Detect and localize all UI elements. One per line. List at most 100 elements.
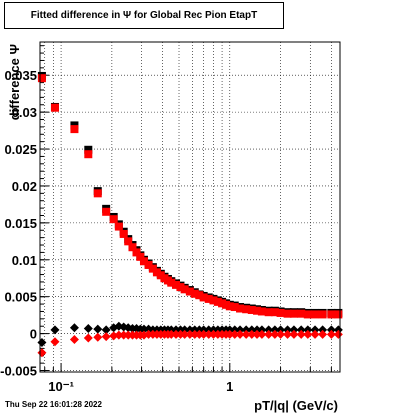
plot-frame — [39, 41, 341, 373]
data-points — [37, 71, 343, 358]
data-point-square — [230, 303, 239, 312]
data-point-diamond — [310, 329, 320, 339]
data-point-square — [139, 257, 148, 266]
data-point-diamond — [204, 329, 214, 339]
data-point-square — [119, 229, 128, 238]
y-tick-label: 0.01 — [12, 253, 37, 268]
data-point-diamond — [50, 325, 60, 335]
y-axis-label: difference Ψ — [7, 44, 22, 120]
data-point-square — [185, 287, 194, 296]
data-point-diamond — [283, 329, 293, 339]
data-point-diamond — [264, 329, 274, 339]
data-point-diamond — [270, 329, 280, 339]
data-point-diamond — [83, 333, 93, 343]
data-point-square — [84, 145, 93, 154]
data-point-diamond — [101, 325, 111, 335]
y-tick-label: 0 — [30, 327, 37, 342]
data-point-diamond — [93, 324, 103, 334]
data-point-diamond — [247, 329, 257, 339]
data-point-square — [176, 283, 185, 292]
data-point-diamond — [199, 329, 209, 339]
data-point-square — [334, 310, 343, 319]
data-point-diamond — [289, 329, 299, 339]
data-point-diamond — [318, 329, 328, 339]
data-point-diamond — [230, 329, 240, 339]
data-point-diamond — [101, 332, 111, 342]
x-tick-label: 10⁻¹ — [48, 379, 74, 394]
data-point-diamond — [119, 330, 129, 340]
data-point-square — [213, 297, 222, 306]
data-point-square — [136, 252, 145, 261]
data-point-diamond — [166, 329, 176, 339]
data-point-square — [190, 289, 199, 298]
data-point-square — [144, 260, 153, 269]
data-point-square — [283, 309, 292, 318]
y-tick-label: 0.005 — [4, 290, 37, 305]
data-point-square — [276, 308, 285, 317]
data-point-square — [124, 237, 133, 246]
data-point-square — [311, 310, 320, 319]
data-point-square — [128, 243, 137, 252]
chart-title: Fitted difference in Ψ for Global Rec Pi… — [4, 2, 284, 29]
y-tick-label: -0.005 — [0, 364, 37, 379]
data-point-diamond — [252, 329, 262, 339]
y-tick-label: 0.02 — [12, 179, 37, 194]
data-point-square — [257, 307, 266, 316]
data-point-diamond — [69, 335, 79, 345]
y-tick-label: 0.025 — [4, 142, 37, 157]
data-point-diamond — [276, 329, 286, 339]
data-point-diamond — [235, 329, 245, 339]
data-point-diamond — [93, 332, 103, 342]
x-axis-label: pT/|q| (GeV/c) — [254, 398, 338, 413]
data-point-diamond — [139, 324, 149, 334]
data-point-square — [264, 308, 273, 317]
data-point-square — [303, 310, 312, 319]
data-point-square — [50, 103, 59, 112]
axis-ticks — [40, 45, 332, 372]
data-point-diamond — [83, 323, 93, 333]
data-point-square — [180, 285, 189, 294]
data-point-square — [297, 309, 306, 318]
data-point-diamond — [69, 323, 79, 333]
y-tick-label: 0.035 — [4, 68, 37, 83]
data-point-diamond — [257, 329, 267, 339]
data-point-square — [172, 280, 181, 289]
data-point-square — [195, 291, 204, 300]
data-point-diamond — [114, 330, 124, 340]
data-point-diamond — [37, 337, 47, 347]
data-point-square — [242, 305, 251, 314]
data-point-diamond — [180, 329, 190, 339]
data-point-square — [37, 74, 46, 83]
data-point-square — [199, 293, 208, 302]
grid-lines — [40, 42, 340, 372]
data-point-square — [209, 296, 218, 305]
data-point-square — [93, 189, 102, 198]
data-point-diamond — [190, 329, 200, 339]
data-point-diamond — [50, 337, 60, 347]
timestamp: Thu Sep 22 16:01:28 2022 — [5, 400, 102, 409]
data-point-square — [114, 222, 123, 231]
data-point-square — [236, 304, 245, 313]
data-point-square — [327, 310, 336, 319]
data-point-square — [204, 294, 213, 303]
data-point-diamond — [296, 329, 306, 339]
data-point-diamond — [333, 329, 343, 339]
data-point-square — [132, 248, 141, 257]
data-point-diamond — [225, 329, 235, 339]
tick-labels: -0.005 0 0.005 0.01 0.015 0.02 0.025 0.03 0.035 1… — [0, 68, 233, 394]
data-point-square — [247, 305, 256, 314]
data-point-diamond — [326, 329, 336, 339]
data-point-square — [289, 309, 298, 318]
data-point-diamond — [303, 329, 313, 339]
data-point-diamond — [241, 329, 251, 339]
data-point-square — [270, 308, 279, 317]
y-tick-label: 0.03 — [12, 105, 37, 120]
data-point-square — [70, 125, 79, 134]
data-point-square — [318, 310, 327, 319]
y-tick-label: 0.015 — [4, 216, 37, 231]
data-point-diamond — [37, 348, 47, 358]
data-point-square — [167, 278, 176, 287]
data-point-square — [84, 150, 93, 159]
data-point-square — [148, 264, 157, 273]
